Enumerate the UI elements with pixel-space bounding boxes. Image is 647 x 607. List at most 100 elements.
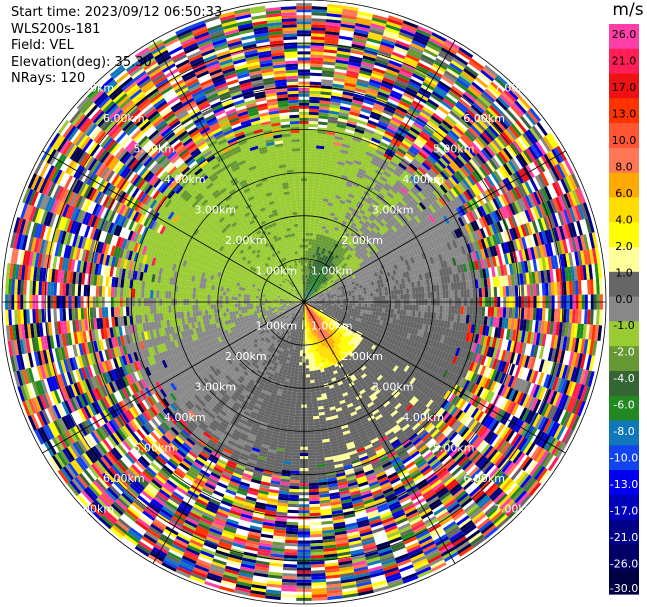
velocity-gate [433,270,438,278]
velocity-gate [306,268,309,273]
velocity-gate [558,162,569,178]
velocity-gate [403,293,407,300]
velocity-gate [311,205,317,210]
velocity-gate [483,278,488,288]
velocity-gate [370,191,378,198]
velocity-gate [491,266,496,278]
velocity-gate [390,54,405,63]
velocity-gate [335,289,339,293]
velocity-gate [463,306,467,315]
velocity-gate [386,271,391,278]
velocity-gate [371,235,378,242]
velocity-gate [532,283,537,296]
velocity-gate [311,242,315,246]
velocity-gate [473,208,482,219]
velocity-gate [550,166,561,182]
velocity-gate [315,285,318,289]
velocity-gate [332,144,342,150]
velocity-gate [381,173,390,180]
velocity-gate [425,141,436,151]
velocity-gate [366,257,371,263]
velocity-gate [314,160,323,165]
velocity-gate [357,119,368,126]
velocity-gate [344,281,349,285]
velocity-gate [450,199,459,209]
velocity-gate [435,254,441,263]
velocity-gate [331,263,336,268]
velocity-gate [467,86,481,98]
velocity-gate [368,274,373,279]
velocity-gate [321,204,328,208]
velocity-gate [322,201,328,206]
velocity-gate [361,179,369,186]
velocity-gate [454,103,467,114]
velocity-gate [378,212,386,219]
velocity-gate [360,291,364,295]
velocity-gate [500,193,509,206]
velocity-gate [362,268,367,274]
velocity-gate [555,196,564,212]
velocity-gate [334,172,342,178]
velocity-gate [320,282,324,286]
velocity-gate [490,172,500,184]
velocity-gate [538,188,547,203]
velocity-gate [379,235,386,242]
velocity-gate [360,240,366,246]
velocity-gate [405,134,416,143]
velocity-gate [367,84,380,92]
velocity-gate [335,166,344,172]
velocity-gate [429,152,440,162]
velocity-gate [491,102,504,115]
velocity-gate [431,231,438,240]
velocity-gate [568,207,577,223]
velocity-gate [496,221,504,233]
velocity-gate [406,180,415,189]
velocity-gate [320,263,325,268]
velocity-gate [415,240,422,248]
velocity-gate [324,213,330,218]
velocity-gate [423,48,438,58]
velocity-gate [348,295,353,299]
velocity-gate [520,261,526,274]
velocity-gate [400,278,405,284]
velocity-gate [466,128,478,140]
velocity-gate [325,283,329,287]
velocity-gate [371,285,376,290]
velocity-gate [382,170,392,178]
velocity-gate [384,205,392,213]
velocity-gate [487,287,492,298]
velocity-gate [379,85,392,93]
velocity-gate [386,65,400,74]
velocity-gate [378,274,383,280]
velocity-gate [382,109,394,117]
velocity-gate [346,70,359,76]
velocity-gate [426,206,434,215]
velocity-gate [560,210,568,225]
velocity-gate [309,254,313,258]
velocity-gate [469,84,483,96]
velocity-gate [349,303,353,306]
velocity-gate [323,46,338,51]
velocity-gate [317,288,321,291]
velocity-gate [333,216,339,222]
velocity-gate [401,157,411,166]
velocity-gate [403,194,412,203]
velocity-gate [346,237,352,243]
velocity-gate [342,91,355,97]
velocity-gate [326,263,330,268]
velocity-gate [345,264,350,269]
velocity-gate [367,165,377,172]
velocity-gate [306,211,312,215]
velocity-gate [337,264,342,269]
velocity-gate [334,194,342,200]
velocity-gate [490,141,501,154]
velocity-gate [329,269,334,274]
velocity-gate [315,296,319,298]
velocity-gate [401,260,407,267]
velocity-gate [372,67,386,75]
velocity-gate [500,165,510,178]
velocity-gate [357,222,363,228]
velocity-gate [326,252,330,257]
velocity-gate [337,205,344,210]
velocity-gate [305,283,307,287]
